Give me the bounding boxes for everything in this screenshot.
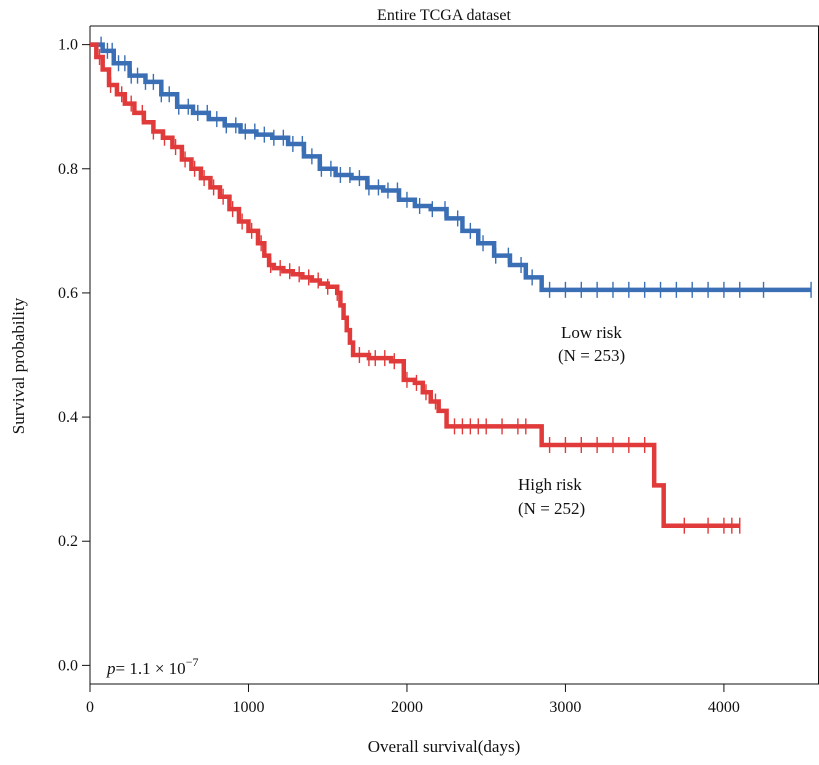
- low-risk-n: (N = 253): [558, 346, 625, 365]
- y-tick-label: 0.6: [58, 285, 78, 302]
- x-tick-label: 0: [86, 699, 94, 716]
- x-tick-label: 2000: [391, 699, 423, 716]
- series-layer: [90, 36, 812, 534]
- x-tick-label: 1000: [232, 699, 264, 716]
- plot-frame: [89, 25, 819, 685]
- p-value-annotation: p= 1.1 × 10−7: [106, 655, 198, 678]
- chart-title: Entire TCGA dataset: [377, 7, 511, 24]
- svg-text:p= 1.1 × 10−7: p= 1.1 × 10−7: [106, 655, 198, 678]
- p-symbol: p: [106, 659, 116, 678]
- x-axis: 0 1000 2000 3000 4000: [86, 684, 740, 716]
- x-tick-label: 4000: [708, 699, 740, 716]
- y-tick-label: 0.2: [58, 533, 78, 550]
- low-risk-name: Low risk: [561, 323, 622, 342]
- y-axis-title: Survival probability: [9, 297, 28, 434]
- p-exponent: −7: [186, 655, 199, 669]
- p-text: = 1.1 × 10: [116, 659, 186, 678]
- y-tick-label: 1.0: [58, 37, 78, 54]
- x-tick-label: 3000: [549, 699, 581, 716]
- high-risk-name: High risk: [518, 475, 582, 494]
- survival-curve: [90, 42, 740, 528]
- y-tick-label: 0.4: [58, 409, 78, 426]
- low-risk-label: Low risk (N = 253): [558, 323, 625, 365]
- high-risk-label: High risk (N = 252): [518, 475, 585, 518]
- y-tick-label: 0.8: [58, 161, 78, 178]
- high-risk-n: (N = 252): [518, 499, 585, 518]
- y-tick-label: 0.0: [58, 657, 78, 674]
- survival-curve: [90, 42, 812, 293]
- high-risk-series: [90, 42, 741, 534]
- x-axis-title: Overall survival(days): [368, 737, 520, 756]
- y-axis: 0.0 0.2 0.4 0.6 0.8 1.0: [58, 37, 90, 674]
- low-risk-series: [90, 36, 812, 298]
